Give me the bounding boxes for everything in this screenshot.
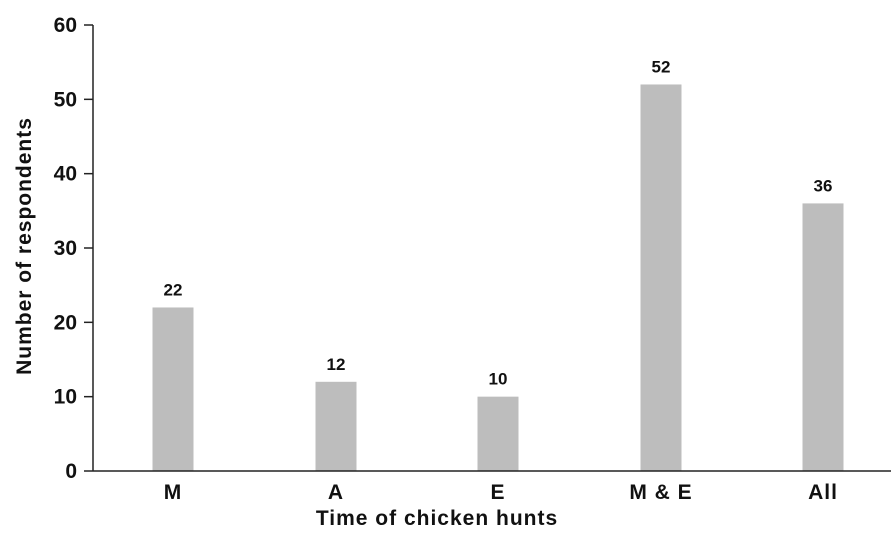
x-category-labels: M A E M & E All: [164, 481, 838, 504]
bar-1: [315, 381, 357, 471]
data-labels-layer: 22 12 10 52 36: [164, 57, 833, 388]
y-tick-label: 60: [54, 14, 77, 37]
data-label-2: 10: [489, 370, 508, 389]
y-ticks-layer: 0 10 20 30 40 50 60: [54, 14, 93, 483]
data-label-4: 36: [814, 176, 833, 195]
bar-0: [152, 307, 194, 471]
bars-layer: [152, 84, 844, 471]
y-tick-label: 0: [65, 460, 77, 483]
x-category-label: A: [328, 481, 344, 504]
x-category-label: M: [164, 481, 183, 504]
data-label-3: 52: [652, 57, 671, 76]
bar-3: [640, 84, 682, 471]
y-axis-title: Number of respondents: [13, 117, 36, 375]
x-category-label: All: [808, 481, 838, 504]
y-tick-label: 50: [54, 88, 77, 111]
x-axis-title: Time of chicken hunts: [316, 507, 558, 530]
data-label-0: 22: [164, 280, 183, 299]
data-label-1: 12: [327, 355, 346, 374]
y-tick-label: 20: [54, 311, 77, 334]
x-category-label: M & E: [629, 481, 692, 504]
bar-2: [477, 396, 519, 471]
x-category-label: E: [490, 481, 505, 504]
bar-4: [802, 203, 844, 471]
y-tick-label: 10: [54, 386, 77, 409]
y-tick-label: 30: [54, 237, 77, 260]
y-tick-label: 40: [54, 163, 77, 186]
